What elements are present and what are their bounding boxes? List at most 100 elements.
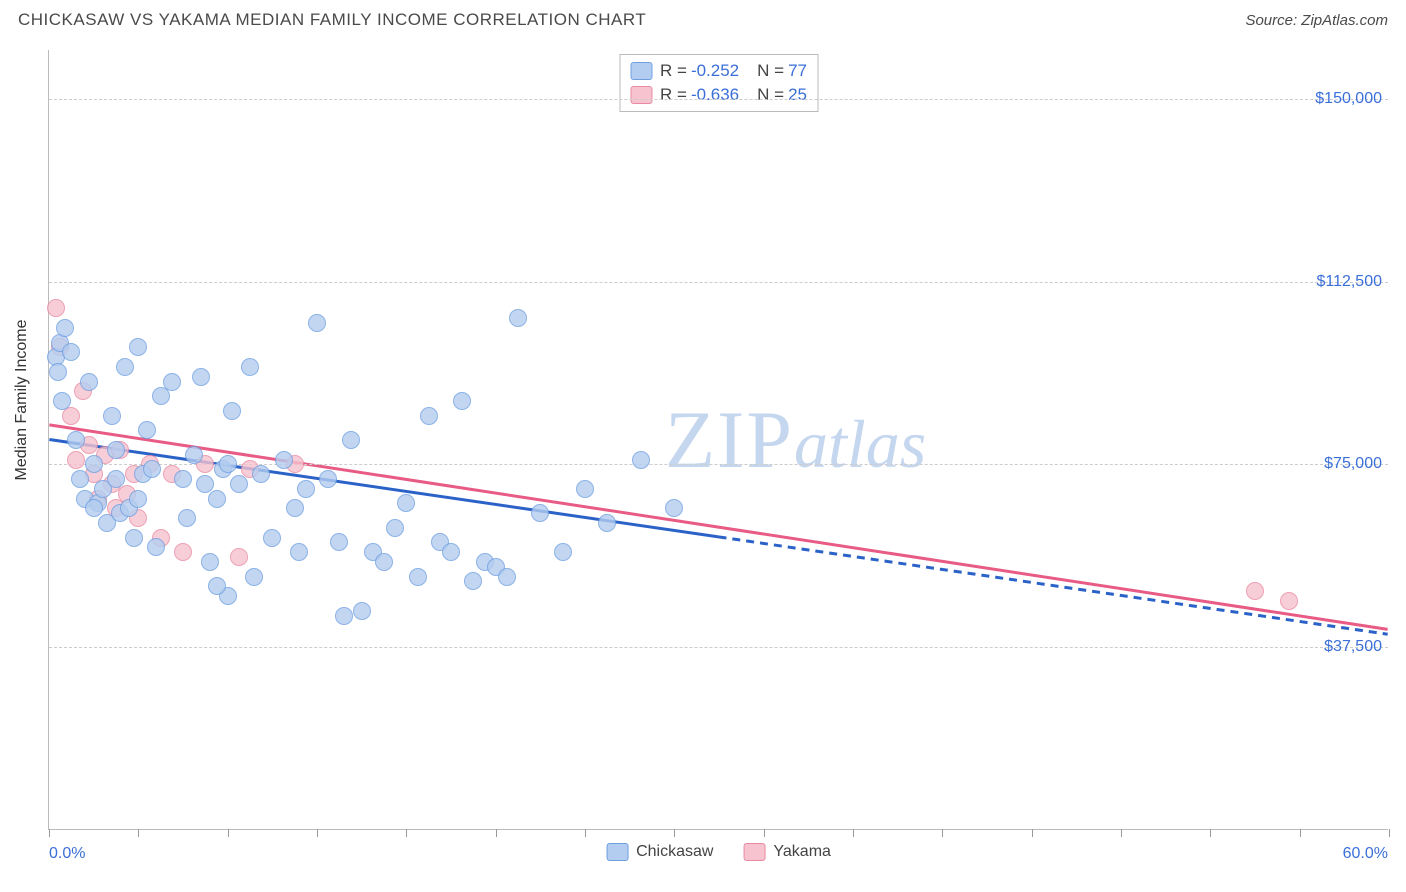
scatter-point [107,470,125,488]
scatter-point [80,436,98,454]
scatter-point [208,490,226,508]
scatter-point [397,494,415,512]
r-label: R = [660,85,687,105]
scatter-point [129,338,147,356]
scatter-point [125,529,143,547]
scatter-point [118,485,136,503]
watermark-atlas: atlas [794,406,926,482]
scatter-point [290,543,308,561]
scatter-point [71,470,89,488]
scatter-point [152,387,170,405]
y-tick-label: $37,500 [1324,638,1382,656]
x-tick-mark [585,829,586,837]
scatter-point [96,446,114,464]
scatter-point [62,343,80,361]
x-tick-mark [1389,829,1390,837]
scatter-point [342,431,360,449]
swatch-yakama [743,843,765,861]
scatter-point [1246,582,1264,600]
scatter-point [464,572,482,590]
scatter-point [554,543,572,561]
x-tick-mark [1300,829,1301,837]
x-tick-mark [496,829,497,837]
scatter-point [89,494,107,512]
legend-item-yakama: Yakama [743,843,831,861]
scatter-point [196,475,214,493]
n-value-chickasaw: 77 [788,61,807,81]
scatter-point [129,509,147,527]
scatter-point [103,475,121,493]
scatter-point [353,602,371,620]
scatter-point [409,568,427,586]
scatter-point [208,577,226,595]
watermark-zip: ZIP [665,394,794,485]
regression-lines [49,50,1388,829]
x-tick-mark [317,829,318,837]
legend-item-chickasaw: Chickasaw [606,843,713,861]
scatter-point [192,368,210,386]
scatter-point [163,465,181,483]
scatter-point [47,299,65,317]
x-tick-mark [853,829,854,837]
scatter-point [214,460,232,478]
scatter-point [47,348,65,366]
scatter-point [230,548,248,566]
scatter-point [98,514,116,532]
scatter-point [152,529,170,547]
scatter-point [116,358,134,376]
scatter-point [308,314,326,332]
scatter-point [509,309,527,327]
n-label: N = [757,61,784,81]
scatter-point [275,451,293,469]
scatter-point [263,529,281,547]
legend-label-yakama: Yakama [773,843,831,861]
scatter-point [74,382,92,400]
x-tick-mark [1032,829,1033,837]
scatter-point [94,480,112,498]
scatter-point [174,470,192,488]
source-attribution: Source: ZipAtlas.com [1245,12,1388,29]
scatter-point [85,465,103,483]
y-tick-label: $150,000 [1315,90,1382,108]
y-tick-label: $75,000 [1324,455,1382,473]
x-tick-mark [138,829,139,837]
scatter-point [487,558,505,576]
scatter-point [80,373,98,391]
x-tick-mark [406,829,407,837]
y-axis-title: Median Family Income [13,320,31,481]
scatter-point [67,451,85,469]
scatter-point [386,519,404,537]
scatter-point [120,499,138,517]
legend-label-chickasaw: Chickasaw [636,843,713,861]
scatter-point [330,533,348,551]
scatter-point [51,334,69,352]
scatter-point [442,543,460,561]
scatter-point [107,499,125,517]
scatter-point [143,460,161,478]
scatter-point [230,475,248,493]
n-label: N = [757,85,784,105]
scatter-point [56,319,74,337]
scatter-point [1280,592,1298,610]
swatch-chickasaw [606,843,628,861]
r-value-chickasaw: -0.252 [691,61,739,81]
scatter-point [163,373,181,391]
scatter-point [111,504,129,522]
scatter-point [185,446,203,464]
series-legend: Chickasaw Yakama [606,843,831,861]
scatter-point [49,363,67,381]
scatter-point [51,338,69,356]
gridline-h [49,647,1388,648]
scatter-point [531,504,549,522]
gridline-h [49,464,1388,465]
x-tick-mark [49,829,50,837]
scatter-point [89,490,107,508]
scatter-point [201,553,219,571]
scatter-point [576,480,594,498]
correlation-legend: R = -0.252 N = 77 R = -0.636 N = 25 [619,54,818,112]
scatter-point [476,553,494,571]
scatter-point [364,543,382,561]
scatter-point [178,509,196,527]
x-tick-mark [942,829,943,837]
scatter-point [420,407,438,425]
